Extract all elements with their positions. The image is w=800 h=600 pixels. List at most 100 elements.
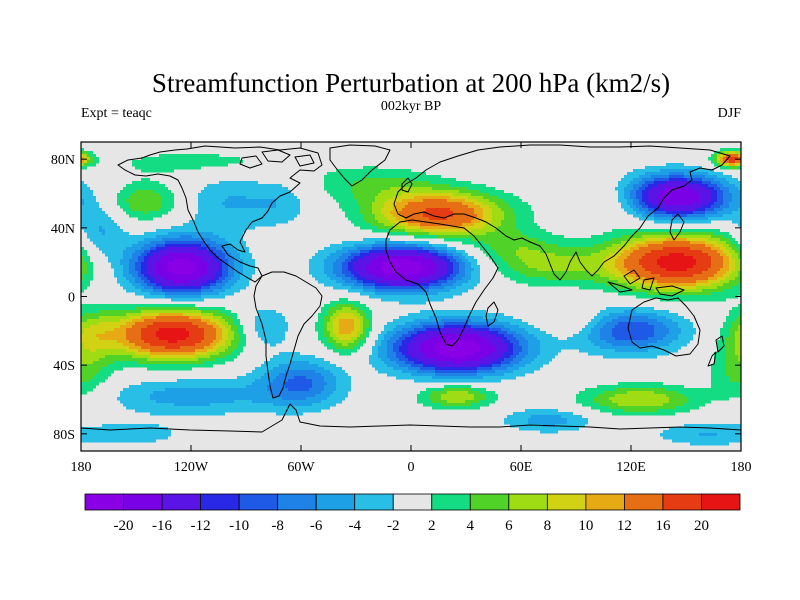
contour-cell xyxy=(399,211,423,215)
contour-cell xyxy=(693,274,714,278)
contour-cell xyxy=(705,211,717,215)
contour-cell xyxy=(600,250,615,254)
contour-cell xyxy=(630,181,639,185)
contour-cell xyxy=(678,235,711,239)
contour-cell xyxy=(321,340,327,344)
contour-cell xyxy=(333,265,342,269)
contour-cell xyxy=(633,184,642,188)
contour-cell xyxy=(639,208,648,212)
contour-cell xyxy=(81,253,87,257)
contour-cell xyxy=(81,154,84,158)
contour-cell xyxy=(657,313,678,317)
contour-cell xyxy=(663,322,678,326)
contour-cell xyxy=(261,364,279,368)
contour-cell xyxy=(369,361,384,365)
contour-cell xyxy=(729,274,738,278)
contour-cell xyxy=(510,265,528,269)
contour-cell xyxy=(729,238,735,242)
contour-cell xyxy=(639,175,651,179)
contour-cell xyxy=(636,310,669,314)
contour-cell xyxy=(627,283,642,287)
contour-cell xyxy=(714,160,717,164)
contour-cell xyxy=(423,403,441,407)
contour-cell xyxy=(357,343,363,347)
contour-cell xyxy=(522,346,528,350)
contour-cell xyxy=(609,406,675,410)
contour-cell xyxy=(600,331,612,335)
contour-cell xyxy=(723,163,729,167)
contour-cell xyxy=(720,181,729,185)
contour-cell xyxy=(288,379,312,383)
contour-cell xyxy=(408,352,423,356)
contour-cell xyxy=(81,208,102,212)
x-tick-label: 60E xyxy=(510,460,533,475)
contour-cell xyxy=(630,196,636,200)
contour-cell xyxy=(465,256,474,260)
contour-cell xyxy=(81,322,99,326)
contour-cell xyxy=(210,283,216,287)
contour-cell xyxy=(318,319,324,323)
contour-cell xyxy=(537,268,606,272)
contour-cell xyxy=(663,430,741,434)
contour-cell xyxy=(654,328,669,332)
contour-cell xyxy=(696,190,711,194)
contour-cell xyxy=(336,340,354,344)
contour-cell xyxy=(132,208,159,212)
contour-cell xyxy=(354,313,360,317)
contour-cell xyxy=(87,235,156,239)
contour-cell xyxy=(324,376,336,380)
contour-cell xyxy=(336,250,348,254)
contour-cell xyxy=(471,274,480,278)
contour-cell xyxy=(141,178,150,182)
contour-cell xyxy=(735,337,741,341)
contour-cell xyxy=(222,331,228,335)
contour-cell xyxy=(648,205,657,209)
contour-cell xyxy=(219,340,225,344)
contour-cell xyxy=(603,232,633,236)
contour-cell xyxy=(357,337,363,341)
contour-cell xyxy=(333,196,354,200)
contour-cell xyxy=(258,334,285,338)
contour-cell xyxy=(327,256,339,260)
contour-cell xyxy=(468,322,492,326)
contour-cell xyxy=(372,208,381,212)
contour-cell xyxy=(435,367,477,371)
contour-cell xyxy=(387,364,399,368)
contour-cell xyxy=(231,340,240,344)
contour-cell xyxy=(444,274,450,278)
contour-cell xyxy=(366,331,369,335)
contour-cell xyxy=(405,241,429,245)
contour-cell xyxy=(717,211,732,215)
contour-cell xyxy=(600,274,615,278)
contour-cell xyxy=(315,370,330,374)
contour-cell xyxy=(516,223,537,227)
contour-cell xyxy=(81,385,96,389)
contour-cell xyxy=(537,337,558,341)
contour-cell xyxy=(219,325,225,329)
contour-cell xyxy=(327,313,333,317)
contour-cell xyxy=(729,265,735,269)
contour-cell xyxy=(390,211,399,215)
contour-cell xyxy=(729,250,735,254)
contour-cell xyxy=(366,313,372,317)
contour-cell xyxy=(723,283,738,287)
contour-cell xyxy=(360,205,372,209)
contour-cell xyxy=(672,340,690,344)
contour-cell xyxy=(390,220,399,224)
contour-cell xyxy=(642,196,648,200)
contour-cell xyxy=(180,346,204,350)
contour-cell xyxy=(156,316,189,320)
contour-cell xyxy=(132,319,144,323)
contour-cell xyxy=(357,280,363,284)
contour-cell xyxy=(705,187,714,191)
contour-cell xyxy=(165,388,267,392)
contour-cell xyxy=(141,310,201,314)
contour-cell xyxy=(498,331,507,335)
contour-cell xyxy=(330,334,336,338)
contour-cell xyxy=(612,328,654,332)
contour-cell xyxy=(393,226,405,230)
contour-cell xyxy=(144,238,162,242)
coastline-eurasia xyxy=(393,144,731,281)
contour-cell xyxy=(237,343,246,347)
contour-cell xyxy=(363,331,366,335)
